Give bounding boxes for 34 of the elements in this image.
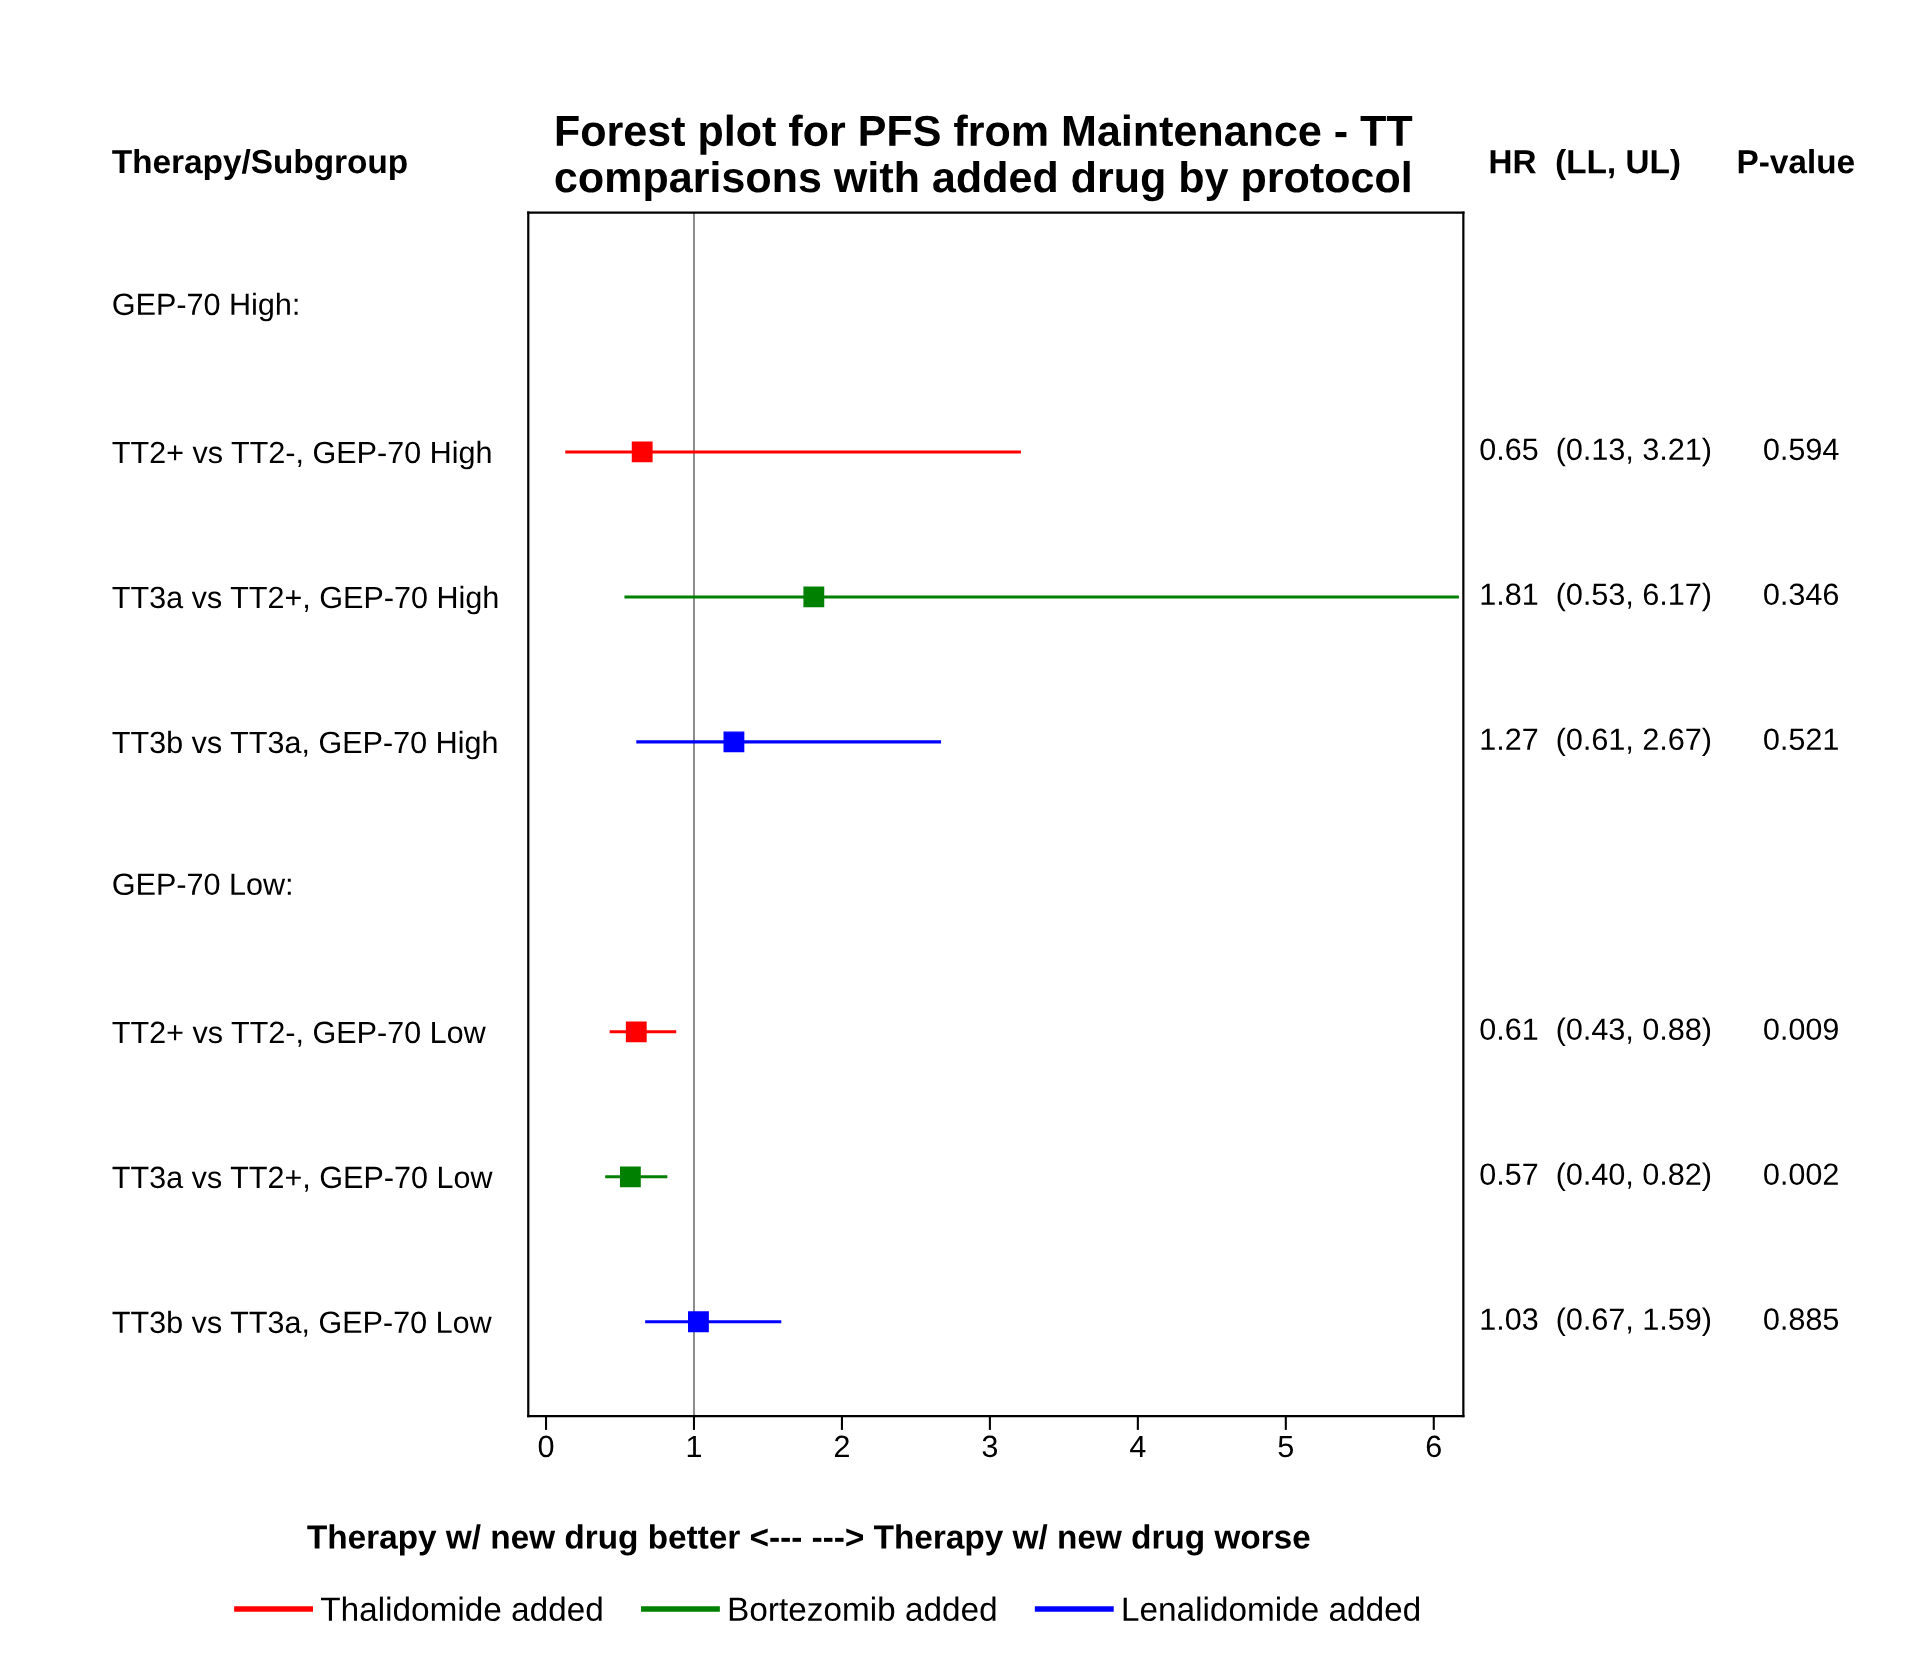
text: 0.65 (0.13, 3.21) 0.594	[1480, 437, 1839, 467]
x-tick-label: 4	[1130, 1435, 1146, 1457]
y-tick-label: TT3a vs TT2+, GEP-70 High	[112, 585, 498, 615]
text: 1.03 (0.67, 1.59) 0.885	[1481, 1307, 1839, 1337]
text: 1.81 (0.53, 6.17) 0.346	[1481, 582, 1839, 612]
text: GEP-70 High:	[113, 292, 298, 322]
text: 0.57 (0.40, 0.82) 0.002	[1480, 1162, 1838, 1192]
x-tick-label: 5	[1278, 1435, 1294, 1458]
x-tick-label: 6	[1426, 1435, 1441, 1458]
x-tick-label: 2	[834, 1435, 849, 1457]
chart-title: Forest plot for PFS from Maintenance - TT comparisons with added drug by protocol	[555, 114, 1413, 202]
y-tick-label: TT2+ vs TT2-, GEP-70 High	[112, 440, 491, 470]
text: 1.27 (0.61, 2.67) 0.521	[1481, 727, 1838, 757]
point	[619, 1166, 641, 1188]
legend-label: Bortezomib added	[729, 1596, 996, 1622]
legend-label: Thalidomide added	[321, 1596, 602, 1622]
y-tick-label: TT3b vs TT3a, GEP-70 High	[112, 730, 497, 760]
y-tick-label: TT3a vs TT2+, GEP-70 Low	[112, 1166, 493, 1192]
point	[631, 441, 653, 463]
text: HR (LL, UL) P-value	[1490, 149, 1854, 181]
text: GEP-70 Low:	[113, 873, 291, 896]
text: 0.61 (0.43, 0.88) 0.009	[1480, 1017, 1838, 1047]
x-tick-label: 0	[538, 1435, 554, 1458]
y-tick-label: TT3b vs TT3a, GEP-70 Low	[112, 1310, 492, 1337]
text: Therapy/Subgroup	[112, 148, 407, 181]
y-tick-label: TT2+ vs TT2-, GEP-70 Low	[112, 1021, 486, 1047]
point	[625, 1021, 647, 1043]
x-tick-label: 3	[982, 1435, 998, 1458]
point	[723, 731, 745, 753]
x-tick-label: 1	[687, 1435, 701, 1457]
point	[803, 586, 825, 608]
x-axis-title: Therapy w/ new drug better <--- ---> Therapy w/ new drug worse	[307, 1524, 1310, 1556]
legend-label: Lenalidomide added	[1123, 1596, 1420, 1622]
point	[688, 1311, 709, 1333]
